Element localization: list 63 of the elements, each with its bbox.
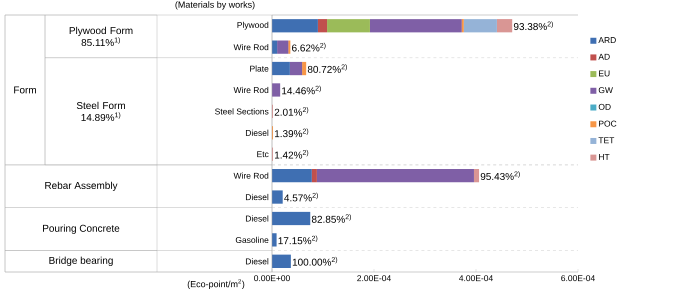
chart-title: (Materials by works) [175, 1, 255, 10]
text: 100.00%$^{2)}$ [292, 256, 338, 266]
x-tick-label: 4.00E-04 [459, 275, 493, 282]
text: Plywood Form 85.11%$^{1)}$ [70, 26, 132, 46]
bar [272, 168, 312, 182]
text: 1.39%$^{2)}$ [274, 128, 308, 138]
text: Pouring Concrete [43, 224, 120, 234]
y-tick-label: Diesel [246, 258, 268, 264]
y-tick-label: Plywood [237, 22, 268, 30]
text: 14.46%$^{2)}$ [282, 86, 321, 94]
legend-label: ARD [598, 37, 616, 44]
x-tick-label: 6.00E-04 [561, 275, 595, 282]
legend-label: OD [598, 104, 611, 110]
bar [272, 40, 278, 54]
legend-label: HT [599, 154, 610, 160]
x-tick-label: 0.00E+00 [254, 275, 290, 282]
bar [327, 19, 370, 32]
legend-label: TET [598, 137, 614, 144]
text: 93.38%$^{2)}$ [514, 21, 553, 30]
legend-label: AD [598, 54, 610, 60]
bar [272, 62, 290, 76]
text: 17.15%$^{2)}$ [278, 236, 318, 244]
y-tick-label: Wire Rod [234, 86, 268, 94]
text: 80.72%$^{2)}$ [308, 64, 347, 73]
bar [464, 19, 497, 32]
y-tick-label: Diesel [246, 130, 268, 136]
bar [272, 212, 310, 226]
bar [474, 168, 480, 182]
text: Rebar Assembly [45, 182, 118, 191]
y-tick-label: Gasoline [236, 236, 268, 243]
bar [272, 19, 318, 32]
legend-label: POC [599, 120, 616, 127]
text: 1.42%$^{2)}$ [274, 150, 308, 159]
x-axis-title: (Eco-point/m$^{2}$) [188, 279, 244, 290]
bar [370, 19, 462, 32]
y-tick-label: Etc [257, 151, 269, 158]
text: 4.57%$^{2)}$ [284, 192, 318, 202]
text: Steel Form 14.89%$^{1)}$ [76, 102, 125, 122]
y-tick-label: Diesel [246, 215, 268, 222]
bar [272, 83, 280, 97]
text: 95.43%$^{2)}$ [480, 171, 520, 180]
legend-label: EU [599, 70, 610, 76]
bar [496, 19, 512, 32]
text: 6.62%$^{2)}$ [292, 42, 326, 52]
text: 2.01%$^{2)}$ [274, 107, 308, 116]
bar [318, 19, 328, 32]
y-tick-label: Wire Rod [234, 44, 268, 50]
bar [302, 62, 306, 76]
y-tick-label: Steel Sections [215, 108, 268, 114]
text: Form [14, 86, 36, 94]
bar [272, 254, 291, 268]
bar [312, 168, 317, 182]
bar [316, 168, 474, 182]
y-tick-label: Plate [250, 65, 268, 72]
bar [272, 190, 283, 204]
x-tick-label: 2.00E-04 [357, 275, 391, 282]
text: Bridge bearing [49, 256, 113, 266]
y-tick-label: Diesel [246, 194, 268, 200]
y-tick-label: Wire Rod [234, 172, 268, 179]
bar [277, 40, 288, 54]
text: 82.85%$^{2)}$ [312, 214, 352, 223]
legend-label: GW [598, 87, 613, 94]
bar [290, 62, 302, 76]
